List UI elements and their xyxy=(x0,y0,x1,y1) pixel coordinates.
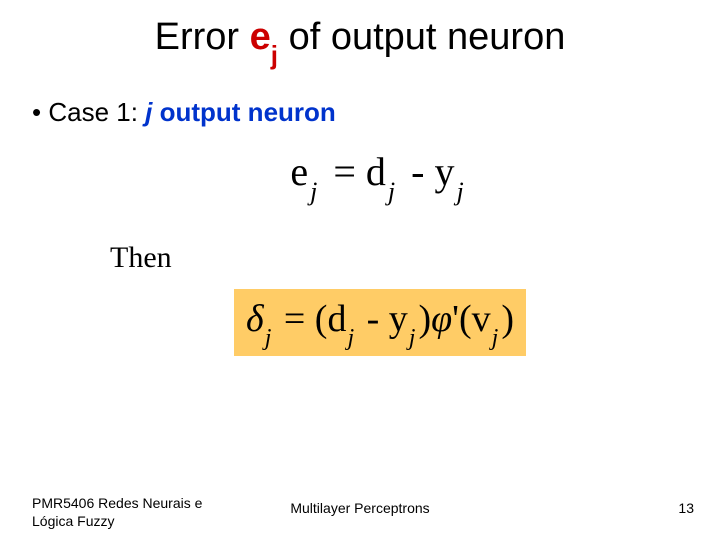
eq2-d: d xyxy=(327,298,346,340)
eq1-equals: = xyxy=(323,149,366,194)
eq1-d-sub: j xyxy=(388,177,395,206)
eq2-prime: ' xyxy=(452,298,459,340)
footer-left-line2: Lógica Fuzzy xyxy=(32,513,232,531)
equation-2-box: δj = (dj - yj)φ'(vj) xyxy=(234,289,526,357)
equation-2: δj = (dj - yj)φ'(vj) xyxy=(246,298,514,340)
footer-page-number: 13 xyxy=(678,500,694,516)
equation-2-container: δj = (dj - yj)φ'(vj) xyxy=(0,289,720,357)
title-ej: ej xyxy=(250,16,278,58)
title-prefix: Error xyxy=(155,16,250,58)
bullet-case1: • Case 1: j output neuron xyxy=(32,97,720,128)
footer-left: PMR5406 Redes Neurais e Lógica Fuzzy xyxy=(32,495,232,530)
eq2-delta: δ xyxy=(246,298,264,340)
eq1-d: d xyxy=(366,149,386,194)
slide-footer: PMR5406 Redes Neurais e Lógica Fuzzy Mul… xyxy=(0,495,720,530)
eq2-y-sub: j xyxy=(409,325,416,351)
eq1-e-sub: j xyxy=(310,177,317,206)
eq1-e: e xyxy=(290,149,308,194)
eq2-phi: φ xyxy=(431,298,452,340)
footer-center: Multilayer Perceptrons xyxy=(290,500,429,516)
bullet-rest: output neuron xyxy=(152,97,335,127)
eq2-y: y xyxy=(389,298,408,340)
eq2-open2: (v xyxy=(459,298,491,340)
eq2-delta-sub: j xyxy=(265,325,272,351)
eq2-close2: ) xyxy=(501,298,514,340)
equation-1-container: ej = dj - yj xyxy=(0,148,720,201)
then-label: Then xyxy=(110,241,720,275)
title-ej-j: j xyxy=(271,40,278,70)
slide-title: Error ej of output neuron xyxy=(0,0,720,75)
eq1-minus: - xyxy=(401,149,434,194)
eq1-y-sub: j xyxy=(456,177,463,206)
eq1-y: y xyxy=(434,149,454,194)
title-suffix: of output neuron xyxy=(278,16,565,58)
equation-1: ej = dj - yj xyxy=(290,148,469,201)
title-ej-e: e xyxy=(250,16,271,58)
bullet-prefix: • Case 1: xyxy=(32,97,145,127)
eq2-v-sub: j xyxy=(492,325,499,351)
eq2-close: ) xyxy=(418,298,431,340)
eq2-d-sub: j xyxy=(347,325,354,351)
eq2-equals-open: = ( xyxy=(274,298,327,340)
footer-left-line1: PMR5406 Redes Neurais e xyxy=(32,495,232,513)
eq2-minus: - xyxy=(357,298,389,340)
